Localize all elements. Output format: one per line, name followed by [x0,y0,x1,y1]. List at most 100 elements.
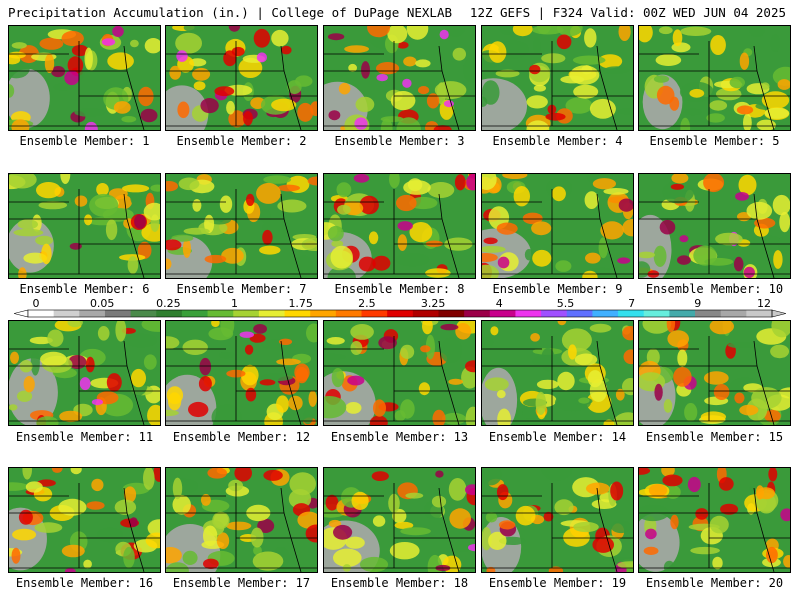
colorbar-segment [258,310,285,317]
ensemble-member-map [481,25,634,131]
colorbar-segment [387,310,414,317]
ensemble-member-map [323,320,476,426]
colorbar-segment [464,310,491,317]
ensemble-member-map [323,25,476,131]
ensemble-member-label: Ensemble Member: 16 [15,576,154,590]
colorbar-tick-label: 0 [33,298,40,310]
ensemble-member-label: Ensemble Member: 15 [645,430,784,444]
ensemble-member-map [165,320,318,426]
precip-field [482,26,633,130]
colorbar-segment [720,310,747,317]
colorbar-tick-label: 5.5 [557,298,575,310]
precip-field [639,321,790,425]
ensemble-member-map [165,467,318,573]
colorbar-tick-label: 7 [628,298,635,310]
colorbar-segment [515,310,542,317]
colorbar-tick-label: 3.25 [421,298,446,310]
ensemble-member-label: Ensemble Member: 7 [176,282,307,296]
colorbar-segment [566,310,593,317]
colorbar-segment [335,310,362,317]
ensemble-member-label: Ensemble Member: 10 [645,282,784,296]
precip-field [166,468,317,572]
precip-field [482,321,633,425]
colorbar-segment [695,310,722,317]
colorbar: 0 0.05 0.25 1 1.75 2.5 3.25 4 5.5 7 9 12 [14,298,786,320]
colorbar-segment [181,310,208,317]
colorbar-tick-label: 2.5 [358,298,376,310]
ensemble-member-map [481,320,634,426]
ensemble-member-map [8,320,161,426]
ensemble-member-map [8,25,161,131]
precip-field [9,26,160,130]
precip-field [482,174,633,278]
colorbar-segment [361,310,388,317]
colorbar-segment [489,310,516,317]
ensemble-member-map [165,25,318,131]
precip-field [324,468,475,572]
precip-field [166,321,317,425]
ensemble-member-map [165,173,318,279]
colorbar-tick-label: 1 [231,298,238,310]
precip-field [9,321,160,425]
colorbar-tick-label: 9 [694,298,701,310]
colorbar-segment [669,310,696,317]
colorbar-left-arrow [14,309,29,318]
run-info: 12Z GEFS | F324 Valid: 00Z WED JUN 04 20… [469,5,786,20]
ensemble-member-label: Ensemble Member: 3 [334,134,465,148]
ensemble-member-map [481,173,634,279]
ensemble-member-label: Ensemble Member: 4 [492,134,623,148]
ensemble-member-label: Ensemble Member: 14 [488,430,627,444]
ensemble-member-label: Ensemble Member: 2 [176,134,307,148]
page-title: Precipitation Accumulation (in.) | Colle… [8,5,453,20]
precip-field [166,174,317,278]
ensemble-member-label: Ensemble Member: 1 [19,134,150,148]
colorbar-segment [541,310,568,317]
colorbar-segment [412,310,439,317]
colorbar-segment [79,310,106,317]
colorbar-segment [592,310,619,317]
colorbar-tick-label: 4 [496,298,503,310]
ensemble-member-label: Ensemble Member: 11 [15,430,154,444]
ensemble-member-label: Ensemble Member: 20 [645,576,784,590]
colorbar-segment [438,310,465,317]
colorbar-tick-label: 0.05 [90,298,115,310]
ensemble-member-map [638,173,791,279]
colorbar-segment [643,310,670,317]
colorbar-segment [310,310,337,317]
colorbar-segment [156,310,183,317]
colorbar-tick-label: 0.25 [156,298,181,310]
precip-field [324,174,475,278]
colorbar-right-arrow [771,309,786,318]
precip-field [639,174,790,278]
colorbar-segment [104,310,132,317]
precip-field [639,26,790,130]
ensemble-member-map [638,320,791,426]
precip-field [324,26,475,130]
ensemble-member-label: Ensemble Member: 19 [488,576,627,590]
ensemble-member-label: Ensemble Member: 5 [649,134,780,148]
colorbar-segment [53,310,80,317]
precip-field [166,26,317,130]
ensemble-member-label: Ensemble Member: 17 [172,576,311,590]
colorbar-segment [207,310,234,317]
precip-field [324,321,475,425]
precip-field [639,468,790,572]
colorbar-segment [746,310,773,317]
ensemble-member-label: Ensemble Member: 18 [330,576,469,590]
colorbar-segment [233,310,260,317]
ensemble-member-label: Ensemble Member: 13 [330,430,469,444]
ensemble-member-map [323,467,476,573]
ensemble-member-label: Ensemble Member: 12 [172,430,311,444]
precip-field [9,174,160,278]
ensemble-member-label: Ensemble Member: 8 [334,282,465,296]
ensemble-member-map [323,173,476,279]
ensemble-member-map [8,467,161,573]
ensemble-member-label: Ensemble Member: 9 [492,282,623,296]
colorbar-tick-label: 1.75 [288,298,313,310]
precip-field [9,468,160,572]
ensemble-member-map [8,173,161,279]
colorbar-segment [284,310,311,317]
ensemble-member-map [481,467,634,573]
colorbar-tick-label: 12 [757,298,771,310]
ensemble-member-map [638,467,791,573]
